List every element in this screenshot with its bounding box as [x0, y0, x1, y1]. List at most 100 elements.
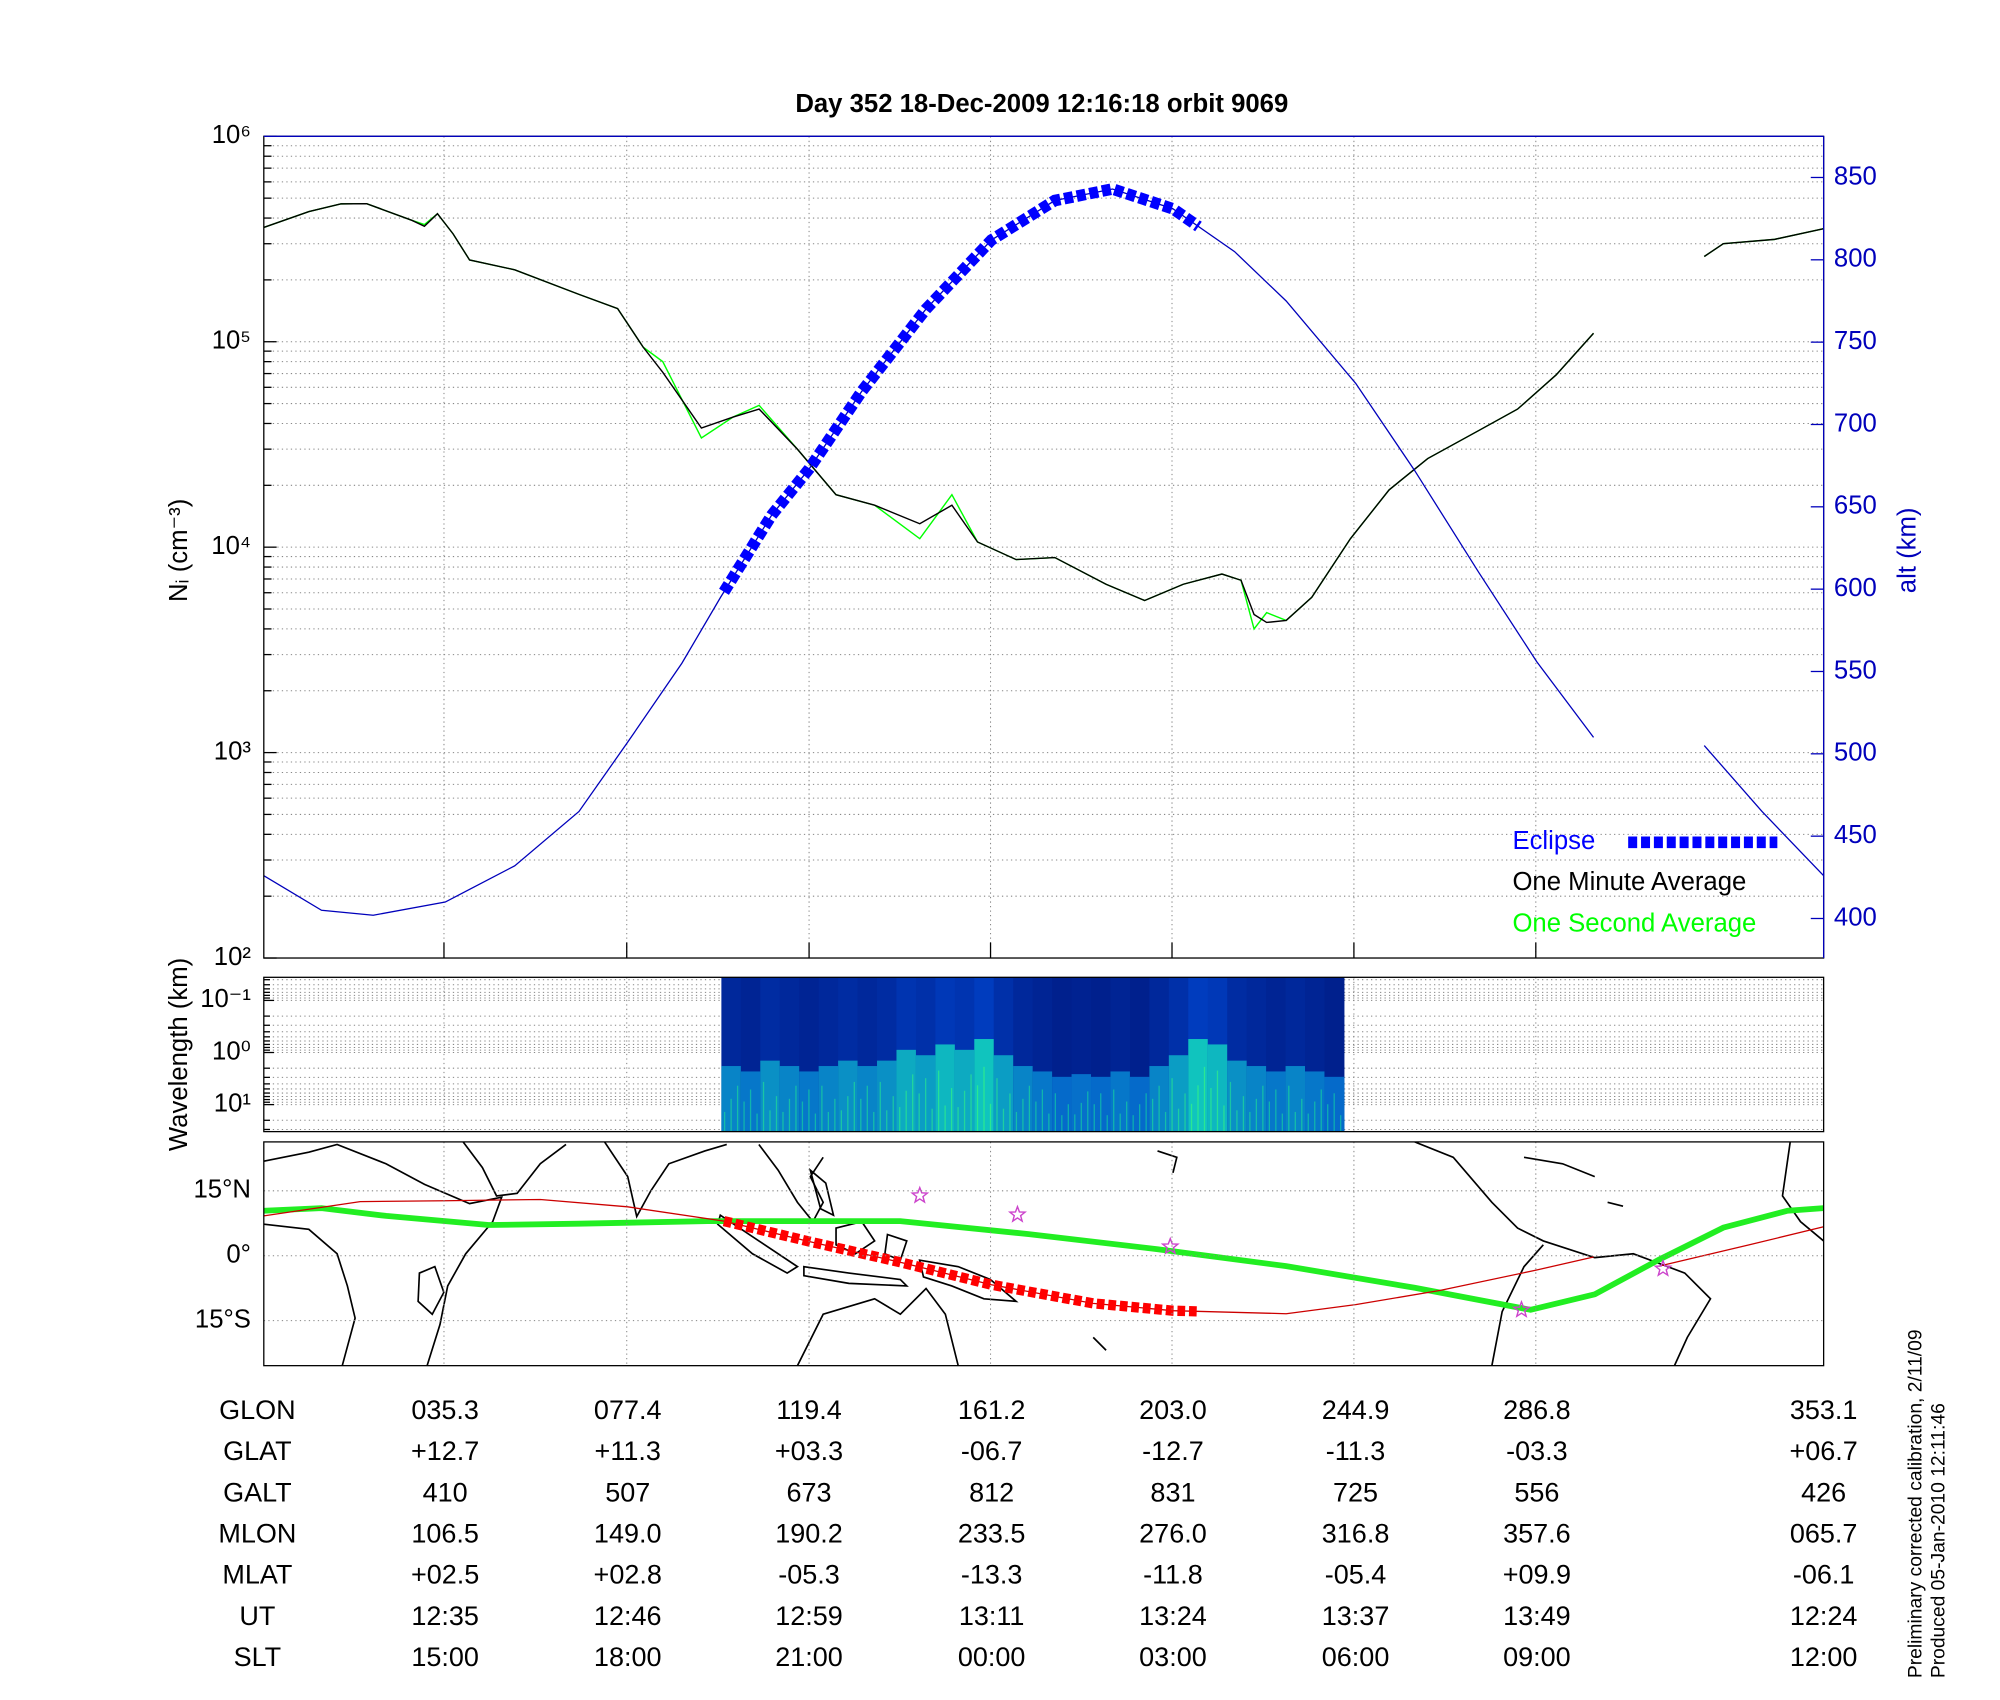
table-cell: 077.4 [594, 1395, 662, 1425]
spectrogram-band [1285, 1066, 1306, 1132]
coastline [1523, 1156, 1624, 1208]
y2-tick-label: 600 [1834, 574, 1877, 602]
y2-tick-label: 700 [1834, 409, 1877, 437]
spectrogram-band [1168, 1055, 1189, 1132]
y2-tick-label: 750 [1834, 327, 1877, 355]
coastline [803, 1265, 909, 1287]
spectrogram-band [1227, 1060, 1248, 1132]
table-cell: 286.8 [1503, 1395, 1571, 1425]
table-cell: 13:49 [1503, 1601, 1571, 1631]
table-cell: +03.3 [775, 1436, 843, 1466]
y2-tick-label: 400 [1834, 903, 1877, 931]
table-cell: -11.8 [1143, 1560, 1203, 1590]
table-cell: +09.9 [1503, 1560, 1571, 1590]
coastline [462, 1141, 567, 1197]
note: Produced 05-Jan-2010 12:11:46 [1928, 1403, 1949, 1678]
table-cell: 106.5 [411, 1519, 479, 1549]
y-tick-label: 0° [226, 1241, 251, 1269]
table-cell: 12:59 [775, 1601, 843, 1631]
table-cell: -03.3 [1506, 1436, 1568, 1466]
table-cell: -12.7 [1142, 1436, 1204, 1466]
y-tick-label: 10¹ [214, 1089, 251, 1117]
table-cell: 06:00 [1322, 1642, 1390, 1672]
spectrogram-band [1110, 1071, 1131, 1132]
y-tick-label: 10⁴ [211, 532, 251, 560]
legend-label: Eclipse [1512, 827, 1595, 855]
y-tick-label: 10⁻¹ [200, 985, 251, 1013]
table-cell: 190.2 [775, 1519, 843, 1549]
table-cell: 812 [969, 1477, 1014, 1507]
coastline [918, 1259, 1019, 1303]
spectrogram-y-label: Wavelength (km) [165, 958, 193, 1151]
table-cell: -05.3 [778, 1560, 840, 1590]
coastline [796, 1287, 960, 1366]
table-cell: 00:00 [958, 1642, 1026, 1672]
table-cell: 12:35 [411, 1601, 479, 1631]
table-cell: +06.7 [1789, 1436, 1857, 1466]
plot-frame [263, 1141, 1825, 1367]
spectrogram-band [935, 1044, 956, 1132]
coastline [808, 1167, 908, 1262]
table-cell: 13:37 [1322, 1601, 1390, 1631]
spectrogram-band [877, 1060, 897, 1132]
table-cell: -06.7 [961, 1436, 1023, 1466]
table-cell: 316.8 [1322, 1519, 1390, 1549]
table-cell: 161.2 [958, 1395, 1026, 1425]
coastline [603, 1141, 727, 1219]
table-cell: +02.5 [411, 1560, 479, 1590]
altitude-line [263, 188, 1825, 916]
row-label: MLON [218, 1519, 296, 1549]
table-cell: 12:46 [594, 1601, 662, 1631]
star-marker [910, 1185, 930, 1204]
coastline [716, 1213, 800, 1275]
y-axis-label: Nᵢ (cm⁻³) [165, 499, 193, 602]
table-cell: 831 [1150, 1477, 1195, 1507]
table-cell: 065.7 [1790, 1519, 1858, 1549]
table-cell: 13:11 [959, 1601, 1025, 1631]
y2-axis-label: alt (km) [1893, 508, 1921, 594]
spectrogram-band [993, 1055, 1014, 1132]
coastline [417, 1265, 445, 1316]
y-tick-label: 15°N [194, 1176, 251, 1204]
table-cell: 03:00 [1139, 1642, 1207, 1672]
table-cell: 13:24 [1139, 1601, 1207, 1631]
y-tick-label: 10³ [214, 737, 252, 765]
density-line [263, 202, 1824, 624]
row-label: GLON [219, 1395, 296, 1425]
coastline [263, 1223, 356, 1366]
table-cell: +02.8 [594, 1560, 662, 1590]
table-cell: 556 [1514, 1477, 1559, 1507]
density-line [263, 202, 1824, 631]
table-cell: 507 [605, 1477, 650, 1507]
coastline [1092, 1150, 1178, 1351]
table-cell: 410 [423, 1477, 468, 1507]
coastline [263, 1143, 504, 1366]
map-layer [263, 1141, 1824, 1366]
table-cell: -05.4 [1325, 1560, 1387, 1590]
spectrogram-band [1052, 1076, 1073, 1132]
coastline [1781, 1141, 1824, 1242]
table-cell: 244.9 [1322, 1395, 1390, 1425]
table-cell: 276.0 [1139, 1519, 1207, 1549]
spectrogram-band [1071, 1074, 1092, 1132]
y-tick-label: 15°S [195, 1305, 251, 1333]
eclipse-segment [719, 183, 1202, 595]
star-marker [1653, 1258, 1673, 1277]
star-marker [1511, 1299, 1531, 1318]
table-cell: -06.1 [1793, 1560, 1855, 1590]
legend-label: One Minute Average [1512, 868, 1746, 896]
y2-tick-label: 450 [1834, 821, 1877, 849]
row-label: GALT [223, 1477, 292, 1507]
y-tick-label: 10² [214, 943, 252, 971]
y-tick-label: 10⁵ [212, 327, 251, 355]
star-marker [1160, 1236, 1180, 1255]
table-cell: 18:00 [594, 1642, 662, 1672]
chart-title: Day 352 18-Dec-2009 12:16:18 orbit 9069 [795, 90, 1288, 118]
table-cell: +11.3 [595, 1436, 661, 1466]
table-cell: -13.3 [961, 1560, 1023, 1590]
y2-tick-label: 550 [1834, 656, 1877, 684]
table-cell: 203.0 [1139, 1395, 1207, 1425]
table-cell: 12:00 [1790, 1642, 1858, 1672]
table-cell: 673 [787, 1477, 832, 1507]
